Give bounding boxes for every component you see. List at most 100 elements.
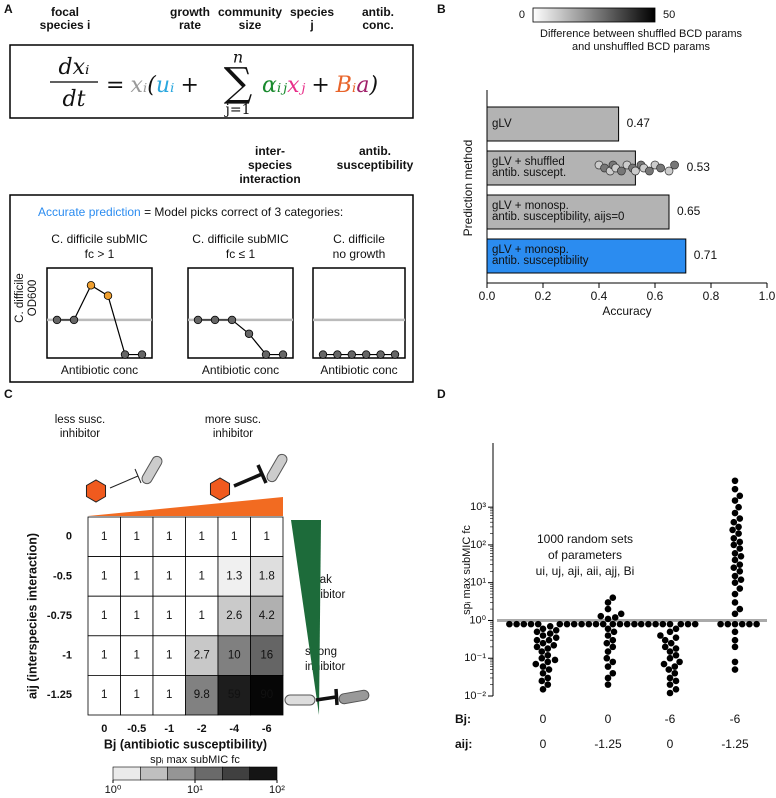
mini-point (86, 281, 96, 290)
value-label: 0.65 (677, 204, 701, 218)
bacterium-icon (338, 689, 370, 705)
equation-box (9, 44, 414, 119)
swarm-point (731, 509, 739, 517)
mini-title: no growth (333, 247, 386, 261)
cell-label: 1 (101, 650, 107, 662)
swarm-point (731, 628, 739, 636)
cell-label: 1 (264, 531, 270, 543)
cell-label: 1 (134, 570, 140, 582)
x-label: Antibiotic conc (61, 363, 138, 377)
colorbar-block (112, 766, 141, 781)
cell-label: 1 (199, 610, 205, 622)
swarm-point (659, 620, 667, 628)
panel-letter: C (4, 387, 13, 401)
swarm-point (731, 658, 739, 666)
swarm-point (737, 576, 745, 584)
swarm-point (539, 639, 547, 647)
swarm-point (609, 658, 617, 666)
swarm-point (665, 666, 673, 673)
bar-label: antib. susceptibility, aijs=0 (492, 211, 624, 223)
heat-cell (152, 595, 186, 637)
eq-denominator: dt (63, 87, 86, 112)
y-tick-label: 10⁻¹ (464, 652, 486, 664)
colorbar-label: and unshuffled BCD params (572, 41, 710, 53)
swarm-point (731, 643, 739, 651)
colorbar-tick-label: 10⁰ (105, 784, 122, 796)
mini-point (318, 350, 328, 359)
swarm-point (738, 620, 746, 628)
swarm-point (534, 620, 542, 628)
swarm-point (661, 636, 669, 644)
shuffled-point (645, 166, 654, 176)
swarm-point (736, 492, 744, 500)
swarm-point (604, 605, 612, 613)
colorbar (532, 7, 656, 23)
eq-part: = (106, 73, 124, 98)
eq-part: ) (368, 73, 378, 98)
eq-part: a (356, 73, 369, 98)
colorbar-block (249, 766, 278, 781)
heat-cell (250, 675, 284, 716)
inhibitor-icon (209, 477, 231, 501)
swarm-point (604, 615, 612, 623)
swarm-point (539, 686, 547, 693)
x-axis-label: Accuracy (602, 304, 651, 318)
term-label: species (290, 5, 334, 19)
colorbar-tick-label: 10² (269, 784, 285, 796)
prediction-box (9, 194, 414, 383)
mini-point (347, 350, 356, 359)
swarm-point (737, 553, 745, 560)
mini-title: fc ≤ 1 (226, 247, 256, 261)
eq-part: ( (147, 73, 156, 98)
cell-label: 1 (134, 610, 140, 622)
x-label: Antibiotic conc (202, 363, 279, 377)
mini-box (312, 267, 406, 359)
bar-label: antib. susceptibility (492, 255, 589, 267)
swarm-point (616, 620, 624, 628)
group-row-name: Bj: (455, 712, 471, 726)
eq-numerator: dxᵢ (59, 55, 90, 80)
annotation: inhibitor (213, 428, 253, 440)
swarm-point (617, 610, 625, 618)
swarm-point (604, 625, 612, 633)
x-tick-label: 0 (101, 723, 107, 735)
bar-label: gLV (492, 118, 512, 130)
heat-cell (87, 675, 121, 716)
eq-sum-top: n (233, 48, 243, 67)
heat-cell (217, 556, 251, 597)
y-label: OD600 (27, 280, 39, 316)
inhibition-line (315, 695, 337, 702)
eq-sum-bottom: j=1 (224, 102, 251, 118)
x-tick-label: 0.2 (535, 289, 552, 303)
term-label: species (248, 158, 292, 172)
eq-sum: ∑ (224, 60, 253, 106)
cell-label: 1 (101, 570, 107, 582)
swarm-point (539, 625, 547, 633)
group-label: 0 (605, 712, 612, 726)
swarm-point (666, 689, 674, 697)
cell-label: 90 (260, 689, 273, 701)
term-label: growth (170, 5, 210, 19)
swarm-point (604, 648, 612, 655)
swarm-point (513, 620, 520, 628)
swarm-point (623, 620, 631, 628)
swarm-point (731, 556, 739, 564)
heat-cell (152, 516, 186, 557)
heat-cell (120, 675, 154, 716)
y-tick-label: 10⁰ (469, 614, 486, 626)
mini-point (69, 315, 79, 325)
cell-label: 1.3 (226, 570, 242, 582)
mini-point (137, 350, 147, 359)
annotation: more susc. (205, 414, 261, 426)
shuffled-point (656, 163, 665, 173)
cell-label: 1 (134, 689, 140, 701)
swarm-point (730, 534, 738, 542)
group-label: 0 (540, 712, 547, 726)
x-tick-label: -6 (262, 723, 272, 735)
swarm-point (731, 477, 739, 485)
swarm-point (672, 686, 680, 693)
swarm-point (735, 523, 742, 531)
swarm-point (604, 632, 612, 639)
heat-cell (87, 556, 121, 597)
x-tick-label: -4 (229, 723, 240, 735)
